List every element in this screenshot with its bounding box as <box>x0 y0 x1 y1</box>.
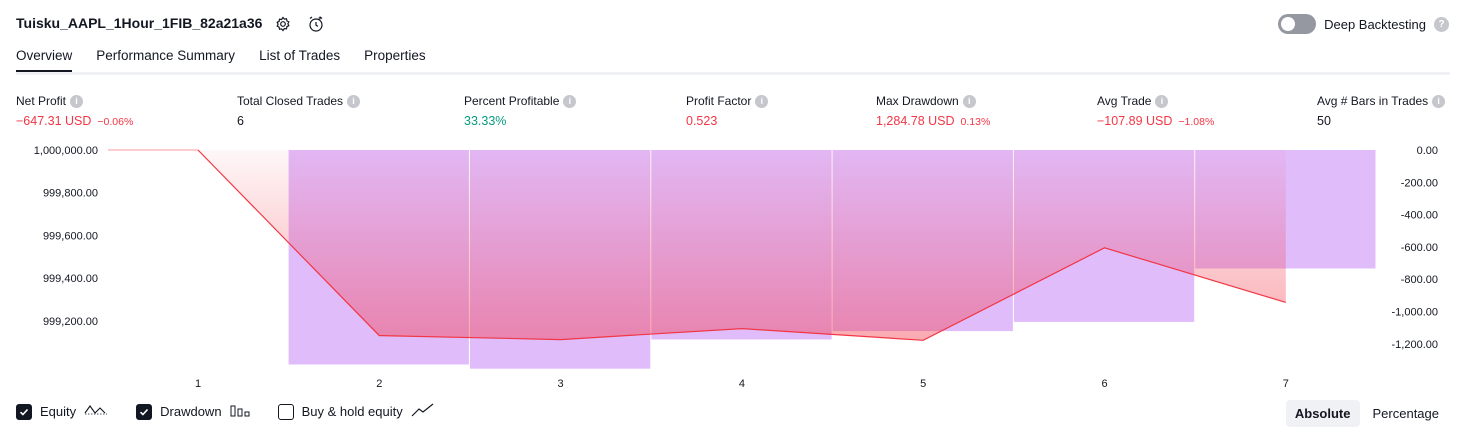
absolute-button[interactable]: Absolute <box>1285 400 1360 427</box>
x-axis-tick: 5 <box>920 378 926 390</box>
info-icon[interactable]: i <box>1432 94 1446 108</box>
x-axis-tick: 6 <box>1101 378 1107 390</box>
stat-label: Avg Trade <box>1097 94 1152 108</box>
info-icon[interactable]: i <box>1155 94 1169 108</box>
buy-hold-line-icon <box>411 403 435 420</box>
stat-value: 1,284.78 USD <box>876 114 955 128</box>
stat-percent-profitable: Percent Profitable i 33.33% <box>464 94 577 128</box>
equity-drawdown-chart[interactable]: 1,000,000.00 999,800.00 999,600.00 999,400.… <box>0 138 1466 398</box>
legend-buy-hold[interactable]: Buy & hold equity <box>277 403 435 420</box>
stat-total-closed-trades: Total Closed Trades i 6 <box>237 94 361 128</box>
stat-value: 0.523 <box>686 114 718 128</box>
stat-sub: −1.08% <box>1178 116 1215 128</box>
strategy-name: Tuisku_AAPL_1Hour_1FIB_82a21a36 <box>16 15 263 31</box>
equity-checkbox[interactable] <box>16 403 32 420</box>
tab-bar: Overview Performance Summary List of Tra… <box>16 48 426 73</box>
settings-icon[interactable] <box>274 15 292 33</box>
right-axis-tick: -1,200.00 <box>1392 339 1438 351</box>
tab-overview[interactable]: Overview <box>16 48 73 73</box>
right-axis-tick: -200.00 <box>1401 177 1438 189</box>
tab-performance-summary[interactable]: Performance Summary <box>96 48 236 63</box>
stat-label: Max Drawdown <box>876 94 959 108</box>
right-axis-tick: -400.00 <box>1401 210 1438 222</box>
right-axis-tick: -1,000.00 <box>1392 307 1438 319</box>
legend-label: Drawdown <box>160 404 222 419</box>
stat-value: −107.89 USD <box>1097 114 1173 128</box>
stat-net-profit: Net Profit i −647.31 USD −0.06% <box>16 94 133 128</box>
legend-label: Equity <box>40 404 77 419</box>
tab-list-of-trades[interactable]: List of Trades <box>259 48 341 63</box>
x-axis-tick: 1 <box>195 378 201 390</box>
right-axis-tick: -800.00 <box>1401 274 1438 286</box>
stat-value: −647.31 USD <box>16 114 92 128</box>
info-icon[interactable]: i <box>962 94 976 108</box>
percentage-button[interactable]: Percentage <box>1372 406 1440 421</box>
legend-equity[interactable]: Equity <box>16 403 108 420</box>
strategy-title: Tuisku_AAPL_1Hour_1FIB_82a21a36 <box>16 15 262 31</box>
buy-hold-checkbox[interactable] <box>277 403 294 420</box>
info-icon[interactable]: i <box>755 94 769 108</box>
add-alert-icon[interactable] <box>307 15 325 33</box>
legend-drawdown[interactable]: Drawdown <box>136 403 250 420</box>
stat-label: Percent Profitable <box>464 94 560 108</box>
deep-backtesting-toggle[interactable] <box>1278 14 1317 34</box>
stat-label: Total Closed Trades <box>237 94 344 108</box>
right-axis-tick: -600.00 <box>1401 242 1438 254</box>
chart-legend: Equity Drawdown Buy & hold equity <box>16 403 463 420</box>
stat-label: Net Profit <box>16 94 67 108</box>
left-axis-tick: 1,000,000.00 <box>34 145 98 157</box>
deep-backtesting-label: Deep Backtesting <box>1324 16 1426 32</box>
stat-value: 33.33% <box>464 114 507 128</box>
help-icon[interactable]: ? <box>1434 16 1449 32</box>
stat-profit-factor: Profit Factor i 0.523 <box>686 94 769 128</box>
drawdown-bars-icon <box>230 403 250 420</box>
stat-avg-trade: Avg Trade i −107.89 USD −1.08% <box>1097 94 1214 128</box>
right-axis-tick: 0.00 <box>1417 145 1438 157</box>
stat-label: Profit Factor <box>686 94 752 108</box>
x-axis-tick: 3 <box>558 378 564 390</box>
equity-wave-icon <box>84 403 108 420</box>
left-axis-tick: 999,200.00 <box>43 316 98 328</box>
drawdown-checkbox[interactable] <box>136 403 153 420</box>
x-axis-tick: 4 <box>739 378 745 390</box>
stat-sub: −0.06% <box>97 116 134 128</box>
x-axis-tick: 7 <box>1283 378 1289 390</box>
stat-label: Avg # Bars in Trades <box>1317 94 1429 108</box>
stat-max-drawdown: Max Drawdown i 1,284.78 USD 0.13% <box>876 94 990 128</box>
stat-value: 50 <box>1317 114 1331 128</box>
tab-properties[interactable]: Properties <box>364 48 426 63</box>
info-icon[interactable]: i <box>563 94 577 108</box>
left-axis-tick: 999,600.00 <box>43 230 98 242</box>
info-icon[interactable]: i <box>70 94 84 108</box>
legend-label: Buy & hold equity <box>301 404 403 419</box>
info-icon[interactable]: i <box>347 94 361 108</box>
left-axis-tick: 999,800.00 <box>43 188 98 200</box>
scale-toggle: Absolute Percentage <box>1285 400 1448 427</box>
left-axis-tick: 999,400.00 <box>43 273 98 285</box>
equity-area <box>198 150 1286 341</box>
tab-divider <box>16 72 1450 75</box>
stat-avg-bars-in-trades: Avg # Bars in Trades i 50 <box>1317 94 1446 128</box>
stat-value: 6 <box>237 114 244 128</box>
deep-backtesting-control: Deep Backtesting ? <box>1278 14 1449 34</box>
x-axis-tick: 2 <box>376 378 382 390</box>
stat-sub: 0.13% <box>960 116 991 128</box>
